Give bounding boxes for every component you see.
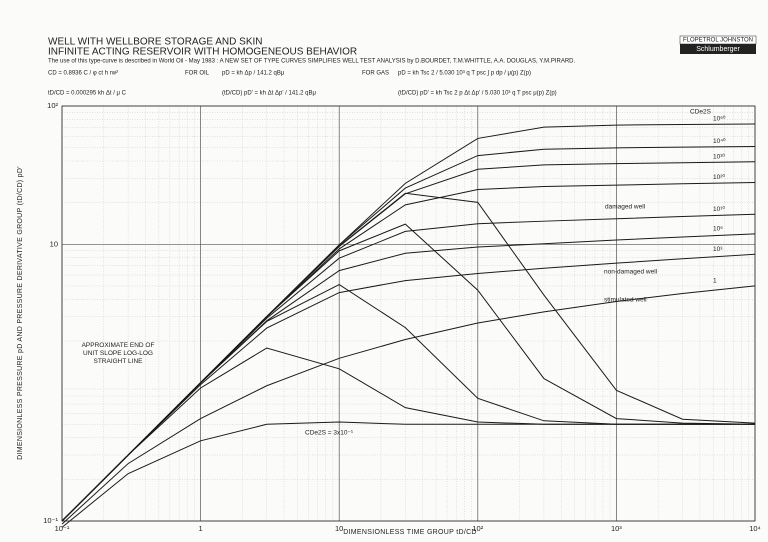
x-tick-label: 10⁻¹ [55,524,70,533]
curve-label: 10³ [713,246,723,253]
pressure-curve [61,285,756,525]
formula: (tD/CD) pD' = kh Tsc 2 p Δt Δp' / 5.030 … [398,91,557,97]
formula: CD = 0.8936 C / φ ct h rw² [48,71,118,77]
formula: FOR OIL [185,71,210,77]
chart-subtitle: INFINITE ACTING RESERVOIR WITH HOMOGENEO… [48,47,357,58]
logo-text: Schlumberger [696,46,740,53]
curve-label: 10⁴⁰ [713,137,726,145]
annotation: CDe2S [690,109,712,116]
formula: FOR GAS [362,71,389,77]
annotation: non-damaged well [604,269,658,276]
annotation: CDe2S = 3x10⁻¹ [305,430,354,437]
x-tick-label: 10⁴ [749,524,761,533]
curve-label: 10⁶ [713,226,723,233]
y-axis-label: DIMENSIONLESS PRESSURE pD AND PRESSURE D… [17,166,24,460]
x-tick-label: 1 [199,524,203,533]
curve-label: 10⁶⁰ [713,115,726,123]
y-tick-label: 10² [47,101,58,110]
x-tick-label: 10 [335,524,343,533]
curve-label: 1 [713,278,717,285]
curve-label: 10¹⁰ [713,205,725,213]
y-tick-label: 10 [50,239,58,248]
pressure-curve [61,253,756,522]
curve-label: 10²⁰ [713,173,725,181]
annotation: damaged well [605,204,646,211]
formula: (tD/CD) pD' = kh Δt Δp' / 141.2 qBμ [222,91,317,97]
chart-title: WELL WITH WELLBORE STORAGE AND SKIN [48,37,263,48]
y-tick-label: 10⁻¹ [43,516,58,525]
logo-text: FLOPETROL JOHNSTON [683,38,753,44]
derivative-curve [61,421,755,528]
annotation: APPROXIMATE END OF UNIT SLOPE LOG-LOG STRA… [82,342,155,365]
curve-label: 10³⁰ [713,153,725,161]
x-axis-label: DIMENSIONLESS TIME GROUP tD/CD [343,529,477,536]
plot-frame [61,105,756,522]
x-tick-label: 10² [472,524,483,533]
reference-note: The use of this type-curve is described … [48,59,576,65]
logo-box [680,44,756,54]
formula: pD = kh Δp / 141.2 qBμ [222,71,285,77]
annotation: stimulated well [604,297,647,304]
x-tick-label: 10³ [611,524,622,533]
formula: tD/CD = 0.000295 kh Δt / μ C [48,91,127,97]
formula: pD = kh Tsc 2 / 5.030 10³ q T psc ∫ p dp… [398,70,531,77]
